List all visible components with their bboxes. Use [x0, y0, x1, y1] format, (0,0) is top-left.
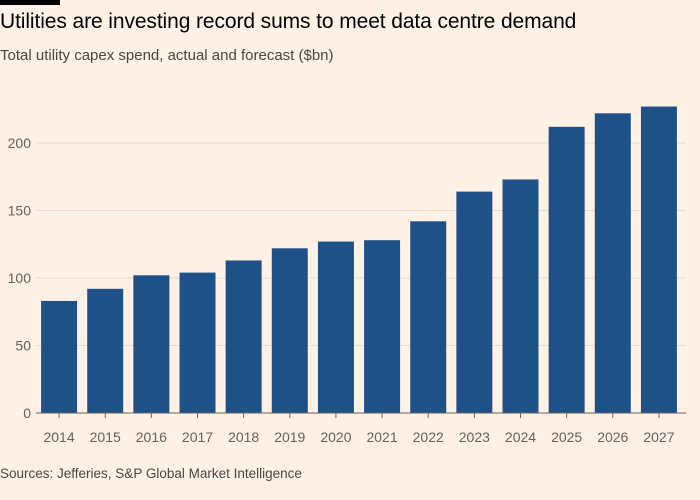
x-tick-label: 2024 [505, 429, 536, 445]
bar-2015 [87, 288, 124, 413]
axes: 0 50 100 150 200 2014 2015 2016 2017 2018 2019 2020… [8, 135, 686, 445]
bar-2022 [410, 221, 447, 413]
bar-2014 [41, 300, 78, 413]
bar-2019 [271, 248, 308, 413]
chart-subtitle: Total utility capex spend, actual and fo… [0, 47, 334, 64]
x-tick-label: 2018 [228, 429, 259, 445]
source-note: Sources: Jefferies, S&P Global Market In… [0, 466, 302, 481]
y-tick-label: 150 [8, 203, 32, 219]
x-tick-label: 2017 [182, 429, 213, 445]
x-tick-label: 2020 [320, 429, 351, 445]
chart-title: Utilities are investing record sums to m… [0, 10, 577, 33]
x-tick-label: 2025 [551, 429, 582, 445]
bar-2023 [456, 191, 493, 413]
top-rule [0, 0, 60, 5]
bar-2025 [548, 126, 585, 414]
y-tick-label: 50 [15, 338, 31, 354]
x-tick-label: 2014 [43, 429, 74, 445]
x-tick-label: 2019 [274, 429, 305, 445]
x-tick-label: 2023 [459, 429, 490, 445]
x-tick-label: 2022 [413, 429, 444, 445]
x-tick-label: 2027 [643, 429, 674, 445]
y-tick-label: 100 [8, 270, 32, 286]
bar-2027 [640, 106, 677, 414]
bars [41, 106, 677, 414]
bar-2018 [225, 260, 262, 413]
y-tick-label: 200 [8, 135, 32, 151]
x-tick-label: 2016 [136, 429, 167, 445]
y-tick-label: 0 [23, 405, 31, 421]
bar-2021 [364, 240, 401, 413]
x-tick-label: 2015 [90, 429, 121, 445]
bar-2026 [594, 113, 631, 414]
bar-2017 [179, 272, 216, 413]
bar-2020 [317, 241, 354, 413]
bar-2024 [502, 179, 539, 413]
x-tick-label: 2026 [597, 429, 628, 445]
x-tick-label: 2021 [366, 429, 397, 445]
bar-2016 [133, 275, 170, 413]
